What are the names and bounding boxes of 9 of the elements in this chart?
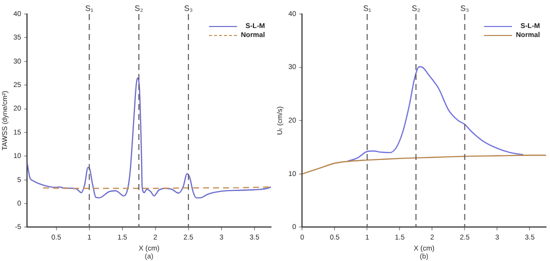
ref-line-label: S₂: [134, 4, 144, 14]
line-series: [347, 66, 524, 162]
ref-line-label: S₃: [460, 4, 470, 14]
ref-line-label: S₁: [85, 4, 94, 14]
ref-line-label: S₁: [363, 4, 372, 14]
line-series: [27, 77, 271, 198]
ref-line-label: S₂: [412, 4, 420, 14]
line-series: [302, 154, 546, 174]
ref-line-label: S₃: [184, 4, 193, 14]
